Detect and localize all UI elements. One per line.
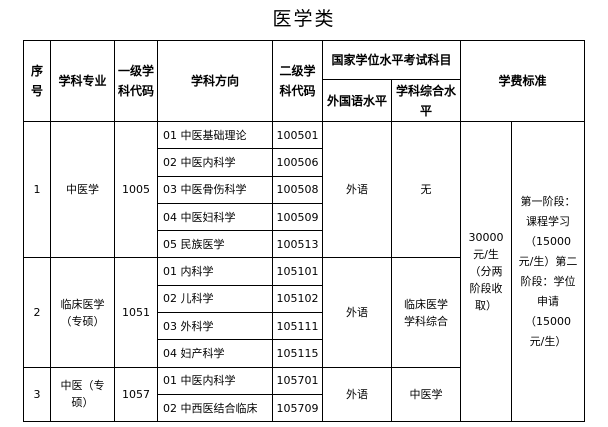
direction-cell: 05 民族医学 [157, 230, 273, 259]
major-cell: 中医（专硕） [50, 366, 115, 423]
comprehensive-cell: 中医学 [390, 366, 462, 423]
header-exam: 国家学位水平考试科目 [321, 40, 462, 80]
header-major: 学科专业 [50, 40, 115, 122]
level1-code-cell: 1057 [114, 366, 158, 423]
comprehensive-cell: 临床医学学科综合 [390, 257, 462, 368]
direction-cell: 02 儿科学 [157, 284, 273, 314]
fee-total-cell: 30000元/生（分两阶段收取） [460, 120, 513, 423]
seq-cell: 3 [23, 366, 51, 423]
table-row: 3 中医（专硕） 1057 01 中医内科学 105701 外语 中医学 [23, 366, 585, 423]
level2-code-cell: 105102 [272, 284, 323, 314]
table-row: 1 中医学 1005 01 中医基础理论 100501 外语无 30000元/生（分两阶段收… [23, 120, 586, 423]
level2-code-cell: 100501 [272, 120, 323, 150]
level2-code-cell: 105115 [272, 339, 323, 368]
header-row: 序号 学科专业 一级学科代码 学科方向 二级学科代码 国家学位水平考试科目 学费… [23, 40, 586, 122]
comprehensive-cell: 无 [390, 120, 462, 259]
fee-detail-cell: 第一阶段：课程学习（15000元/生）第二阶段：学位申请（15000元/生） [511, 120, 586, 423]
foreign-cell: 外语 [322, 257, 392, 368]
header-foreign: 外国语水平 [322, 79, 392, 122]
direction-cell: 01 中医内科学 [157, 366, 273, 395]
direction-cell: 04 中医妇科学 [157, 202, 273, 232]
direction-cell: 03 中医骨伤科学 [157, 175, 273, 204]
table-row: 04 中医妇科学 100509 [24, 202, 585, 232]
direction-cell: 02 中西医结合临床 [157, 393, 273, 423]
level2-code-cell: 105701 [272, 366, 323, 395]
table-row: 03 中医骨伤科学 100508 [24, 175, 585, 204]
header-comprehensive: 学科综合水平 [390, 79, 462, 122]
header-level2-code: 二级学科代码 [272, 40, 323, 122]
header-level1-code: 一级学科代码 [114, 40, 158, 122]
table-row: 02 儿科学 105102 [24, 284, 585, 314]
level2-code-cell: 100506 [272, 148, 323, 177]
direction-cell: 03 外科学 [157, 312, 273, 341]
foreign-cell: 外语 [322, 120, 392, 259]
major-cell: 临床医学（专硕） [50, 257, 115, 368]
level2-code-cell: 105709 [272, 393, 323, 423]
level2-code-cell: 105111 [272, 312, 323, 341]
direction-cell: 01 中医基础理论 [157, 120, 273, 150]
table-row: 02 中西医结合临床 105709 [24, 393, 585, 423]
page-title: 医学类 [272, 8, 336, 30]
header-seq: 序号 [23, 40, 51, 122]
seq-cell: 1 [23, 120, 51, 259]
level2-code-cell: 100509 [272, 202, 323, 232]
level2-code-cell: 105101 [272, 257, 323, 286]
foreign-cell: 外语 [322, 366, 392, 423]
table-row: 04 妇产科学 105115 [24, 339, 585, 368]
level1-code-cell: 1005 [114, 120, 158, 259]
major-cell: 中医学 [50, 120, 115, 259]
direction-cell: 02 中医内科学 [157, 148, 273, 177]
header-fee: 学费标准 [460, 40, 586, 122]
direction-cell: 04 妇产科学 [157, 339, 273, 368]
level2-code-cell: 100513 [272, 230, 323, 259]
level2-code-cell: 100508 [272, 175, 323, 204]
header-direction: 学科方向 [157, 40, 273, 122]
header-subrow: 外国语水平 学科综合水平 [24, 79, 585, 122]
table-row: 02 中医内科学 100506 [24, 148, 585, 177]
direction-cell: 01 内科学 [157, 257, 273, 286]
seq-cell: 2 [23, 257, 51, 368]
level1-code-cell: 1051 [114, 257, 158, 368]
table-row: 03 外科学 105111 [24, 312, 585, 341]
table-row: 05 民族医学 100513 [24, 230, 585, 259]
medicine-program-table: 序号 学科专业 一级学科代码 学科方向 二级学科代码 国家学位水平考试科目 学费… [23, 40, 586, 423]
